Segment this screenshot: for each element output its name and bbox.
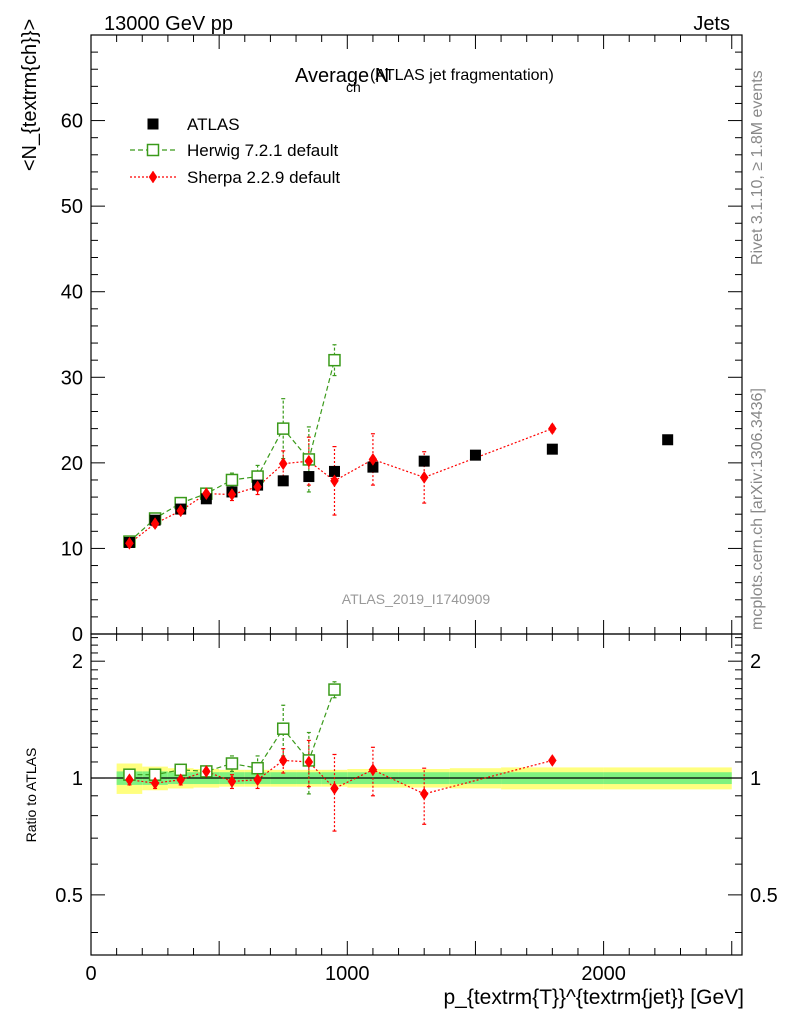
ratio-sherpa-point: [253, 773, 262, 787]
ratio-y-tick-label: 0.5: [55, 885, 83, 907]
herwig-point: [328, 353, 341, 367]
sherpa-point: [150, 517, 160, 531]
ratio-herwig-point: [328, 683, 341, 696]
plot-title-sub: ch: [346, 79, 361, 95]
ratio-sherpa-point: [202, 764, 211, 778]
ratio-panel: 0 1000 2000 0.5 0.5 1 1 2 2 Ratio to ATLAS p_{te…: [23, 633, 778, 1009]
sherpa-point: [548, 422, 557, 436]
legend-herwig-marker: [146, 143, 160, 157]
atlas-point: [418, 455, 430, 467]
y-tick-label: 20: [61, 453, 83, 475]
herwig-point: [276, 422, 290, 435]
atlas-point: [546, 443, 558, 455]
y-tick-label: 10: [61, 538, 83, 560]
sherpa-point: [253, 480, 262, 494]
main-ylabel: <N_{textrm{ch}}>: [19, 19, 41, 171]
ratio-y-tick-label-right: 1: [750, 768, 761, 790]
plot-title: Average N: [295, 65, 389, 87]
atlas-point: [328, 465, 340, 477]
x-tick-label: 2000: [581, 963, 626, 985]
y-tick-label: 30: [61, 367, 83, 389]
ratio-sherpa-point: [176, 773, 186, 787]
atlas-point: [277, 475, 289, 487]
ratio-herwig-point: [251, 761, 264, 775]
ratio-herwig-point: [225, 757, 239, 770]
header-left: 13000 GeV pp: [104, 13, 233, 35]
ratio-sherpa-point: [125, 773, 134, 787]
main-marks: [123, 344, 674, 550]
x-tick-label: 0: [85, 963, 96, 985]
main-ticks: 0 10 20 30 40 50 60: [61, 35, 742, 646]
atlas-point: [662, 434, 674, 446]
ratio-sherpa-point: [150, 776, 160, 790]
sherpa-point: [330, 474, 339, 488]
ratio-sherpa-point: [304, 755, 314, 769]
ratio-ticks: 0 1000 2000 0.5 0.5 1 1 2 2: [55, 634, 778, 985]
ratio-ylabel: Ratio to ATLAS: [23, 748, 39, 843]
sherpa-point: [202, 487, 211, 501]
y-tick-label: 40: [61, 282, 83, 304]
ratio-y-tick-label-right: 2: [750, 651, 761, 673]
sherpa-point: [227, 488, 237, 501]
sherpa-point: [278, 457, 288, 471]
header-right: Jets: [693, 13, 730, 35]
x-tick-label: 1000: [325, 963, 370, 985]
ratio-sherpa-point: [419, 787, 429, 801]
sherpa-line: [129, 428, 553, 544]
ratio-marks: [123, 681, 557, 832]
sherpa-point: [419, 470, 429, 484]
analysis-label: ATLAS_2019_I1740909: [342, 591, 491, 607]
ratio-herwig-point: [276, 722, 290, 735]
sherpa-point: [125, 536, 134, 550]
legend-label-atlas: ATLAS: [187, 115, 240, 134]
mcplots-label: mcplots.cern.ch [arXiv:1306.3436]: [749, 388, 766, 630]
y-tick-label: 60: [61, 111, 83, 133]
sherpa-point: [304, 454, 314, 468]
ratio-y-tick-label: 2: [72, 651, 83, 673]
plot-title-suffix: (ATLAS jet fragmentation): [370, 67, 554, 84]
main-panel: 0 10 20 30 40 50 60 Average N ch (ATLAS jet fr…: [19, 19, 743, 646]
ratio-frame: [90, 633, 743, 956]
legend-sherpa-marker: [148, 170, 158, 184]
legend-atlas-marker: [147, 118, 159, 130]
herwig-point: [225, 473, 239, 487]
ratio-sherpa-point: [278, 753, 288, 767]
ratio-sherpa-point: [368, 763, 378, 777]
y-tick-label: 0: [72, 624, 83, 646]
sherpa-point: [368, 452, 378, 466]
atlas-point: [303, 471, 315, 483]
legend-label-sherpa: Sherpa 2.2.9 default: [187, 168, 340, 187]
ratio-y-tick-label: 1: [72, 768, 83, 790]
ratio-sherpa-point: [227, 774, 237, 788]
y-tick-label: 50: [61, 196, 83, 218]
atlas-point: [469, 449, 481, 461]
rivet-label: Rivet 3.1.10, ≥ 1.8M events: [749, 70, 766, 265]
ratio-uncertainty-band: [91, 763, 742, 794]
atlas-point: [367, 461, 379, 473]
ratio-sherpa-point: [330, 782, 339, 795]
legend-label-herwig: Herwig 7.2.1 default: [187, 141, 338, 160]
legend: ATLAS Herwig 7.2.1 default Sherpa 2.2.9 de…: [130, 115, 340, 187]
ratio-sherpa-point: [548, 753, 557, 767]
ratio-y-tick-label-right: 0.5: [750, 885, 778, 907]
xlabel: p_{textrm{T}}^{textrm{jet}} [GeV]: [443, 986, 744, 1009]
sherpa-point: [176, 504, 186, 518]
